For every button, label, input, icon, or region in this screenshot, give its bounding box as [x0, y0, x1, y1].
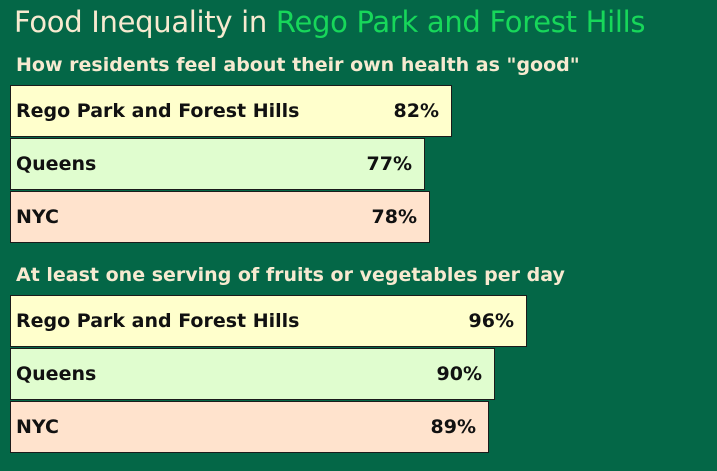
chart-title-2: At least one serving of fruits or vegeta… — [16, 264, 565, 286]
bar-label: Rego Park and Forest Hills — [16, 310, 300, 332]
bar-label: NYC — [16, 206, 59, 228]
bar-value-label: 82% — [393, 100, 439, 122]
bar-chart2-3: NYC 89% — [10, 401, 489, 453]
chart-title-1: How residents feel about their own healt… — [16, 54, 580, 76]
bar-chart1-2: Queens 77% — [10, 138, 425, 190]
bar-value-label: 90% — [436, 363, 482, 385]
bar-label: Queens — [16, 153, 97, 175]
title-place: Rego Park and Forest Hills — [275, 5, 646, 39]
bar-label: NYC — [16, 416, 59, 438]
bar-chart2-2: Queens 90% — [10, 348, 495, 400]
bar-label: Rego Park and Forest Hills — [16, 100, 300, 122]
bar-value-label: 77% — [366, 153, 412, 175]
bar-chart1-1: Rego Park and Forest Hills 82% — [10, 85, 452, 137]
page-title: Food Inequality in Rego Park and Forest … — [14, 4, 645, 40]
bar-chart2-1: Rego Park and Forest Hills 96% — [10, 295, 527, 347]
title-prefix: Food Inequality in — [14, 5, 267, 39]
bar-value-label: 89% — [430, 416, 476, 438]
bar-value-label: 96% — [468, 310, 514, 332]
bar-value-label: 78% — [371, 206, 417, 228]
bar-label: Queens — [16, 363, 97, 385]
bar-chart1-3: NYC 78% — [10, 191, 430, 243]
